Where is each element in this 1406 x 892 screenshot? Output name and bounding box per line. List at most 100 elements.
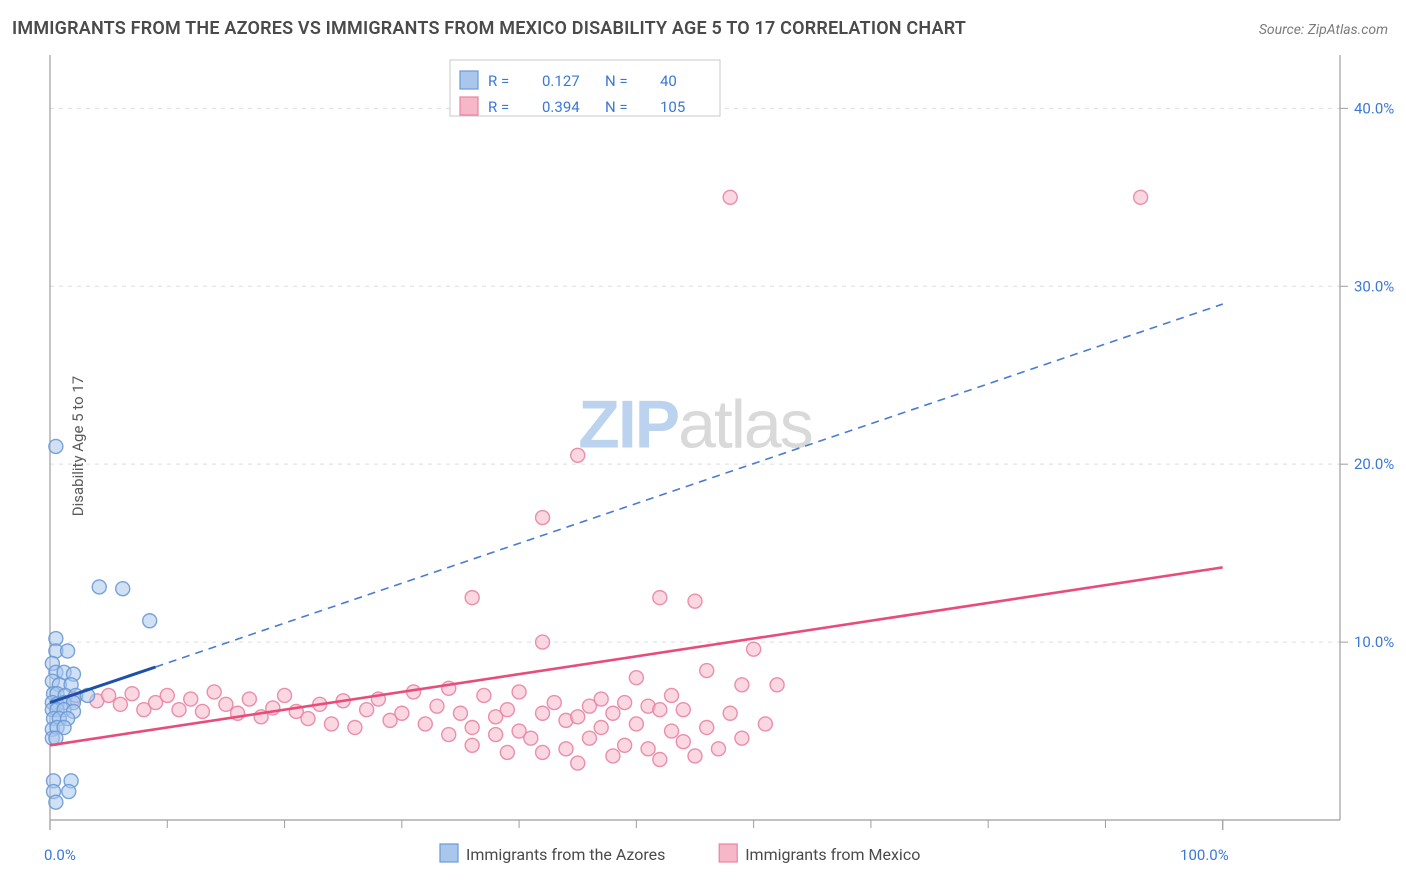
data-point-mexico: [700, 664, 714, 678]
data-point-mexico: [536, 511, 550, 525]
legend-series-label: Immigrants from Mexico: [745, 845, 920, 864]
data-point-mexico: [641, 742, 655, 756]
data-point-mexico: [301, 712, 315, 726]
data-point-azores: [62, 785, 76, 799]
data-point-azores: [116, 582, 130, 596]
data-point-mexico: [618, 738, 632, 752]
data-point-mexico: [582, 731, 596, 745]
data-point-mexico: [160, 688, 174, 702]
data-point-mexico: [184, 692, 198, 706]
data-point-mexico: [536, 745, 550, 759]
scatter-chart: ZIPatlas 0.0% 100.0% 10.0% 20.0% 30.0% 40.0% R …: [0, 0, 1406, 892]
data-point-mexico: [489, 728, 503, 742]
data-point-mexico: [770, 678, 784, 692]
data-point-azores: [49, 439, 63, 453]
page-title: IMMIGRANTS FROM THE AZORES VS IMMIGRANTS…: [12, 18, 966, 39]
legend-series-label: Immigrants from the Azores: [466, 845, 665, 864]
data-point-mexico: [629, 671, 643, 685]
data-point-mexico: [360, 703, 374, 717]
legend-n-label: N =: [605, 98, 628, 116]
data-point-mexico: [571, 448, 585, 462]
data-point-mexico: [629, 717, 643, 731]
data-point-azores: [49, 795, 63, 809]
y-tick-label: 40.0%: [1354, 99, 1394, 117]
data-point-mexico: [735, 678, 749, 692]
data-point-mexico: [324, 717, 338, 731]
data-point-mexico: [618, 696, 632, 710]
data-point-mexico: [582, 699, 596, 713]
data-point-mexico: [723, 190, 737, 204]
data-point-mexico: [465, 591, 479, 605]
data-point-mexico: [676, 735, 690, 749]
data-point-mexico: [113, 697, 127, 711]
watermark: ZIPatlas: [578, 387, 811, 463]
data-point-mexico: [524, 731, 538, 745]
legend-n-value: 40: [660, 72, 677, 90]
legend-swatch: [460, 97, 478, 115]
data-point-mexico: [1134, 190, 1148, 204]
data-point-mexico: [172, 703, 186, 717]
data-point-mexico: [465, 720, 479, 734]
legend-r-label: R =: [488, 98, 509, 116]
data-point-mexico: [571, 710, 585, 724]
data-point-mexico: [195, 704, 209, 718]
y-axis-label: Disability Age 5 to 17: [69, 376, 87, 516]
data-point-mexico: [207, 685, 221, 699]
data-point-mexico: [735, 731, 749, 745]
data-point-mexico: [500, 745, 514, 759]
legend-swatch: [440, 844, 458, 862]
data-point-mexico: [723, 706, 737, 720]
data-point-mexico: [559, 742, 573, 756]
legend-r-value: 0.127: [542, 72, 580, 90]
data-point-mexico: [477, 688, 491, 702]
legend-n-label: N =: [605, 72, 628, 90]
data-point-mexico: [453, 706, 467, 720]
data-point-mexico: [594, 720, 608, 734]
data-point-mexico: [711, 742, 725, 756]
chart-container: IMMIGRANTS FROM THE AZORES VS IMMIGRANTS…: [0, 0, 1406, 892]
data-point-mexico: [747, 642, 761, 656]
data-point-mexico: [102, 688, 116, 702]
data-point-mexico: [676, 703, 690, 717]
data-point-mexico: [512, 685, 526, 699]
legend-r-value: 0.394: [542, 98, 580, 116]
data-point-mexico: [653, 753, 667, 767]
y-tick-label: 10.0%: [1354, 633, 1394, 651]
legend-swatch: [460, 71, 478, 89]
data-point-mexico: [571, 756, 585, 770]
data-point-mexico: [278, 688, 292, 702]
data-point-azores: [143, 614, 157, 628]
x-tick-label: 100.0%: [1180, 846, 1229, 864]
legend-n-value: 105: [660, 98, 685, 116]
data-point-mexico: [348, 720, 362, 734]
legend-swatch: [719, 844, 737, 862]
data-point-azores: [92, 580, 106, 594]
data-point-mexico: [442, 728, 456, 742]
data-point-mexico: [395, 706, 409, 720]
data-point-mexico: [653, 591, 667, 605]
data-point-mexico: [688, 749, 702, 763]
data-point-mexico: [547, 696, 561, 710]
data-point-mexico: [758, 717, 772, 731]
source-credit: Source: ZipAtlas.com: [1259, 22, 1388, 38]
y-tick-label: 20.0%: [1354, 455, 1394, 473]
data-point-mexico: [700, 720, 714, 734]
data-point-mexico: [125, 687, 139, 701]
data-point-mexico: [606, 706, 620, 720]
data-point-mexico: [500, 703, 514, 717]
data-point-mexico: [665, 688, 679, 702]
data-point-mexico: [536, 635, 550, 649]
data-point-azores: [61, 644, 75, 658]
data-point-mexico: [536, 706, 550, 720]
data-point-mexico: [465, 738, 479, 752]
data-point-mexico: [688, 594, 702, 608]
data-point-mexico: [606, 749, 620, 763]
y-tick-label: 30.0%: [1354, 277, 1394, 295]
legend-r-label: R =: [488, 72, 509, 90]
data-point-mexico: [653, 703, 667, 717]
data-point-mexico: [219, 697, 233, 711]
data-point-mexico: [665, 724, 679, 738]
data-point-mexico: [242, 692, 256, 706]
x-tick-label: 0.0%: [44, 846, 76, 864]
data-point-mexico: [418, 717, 432, 731]
